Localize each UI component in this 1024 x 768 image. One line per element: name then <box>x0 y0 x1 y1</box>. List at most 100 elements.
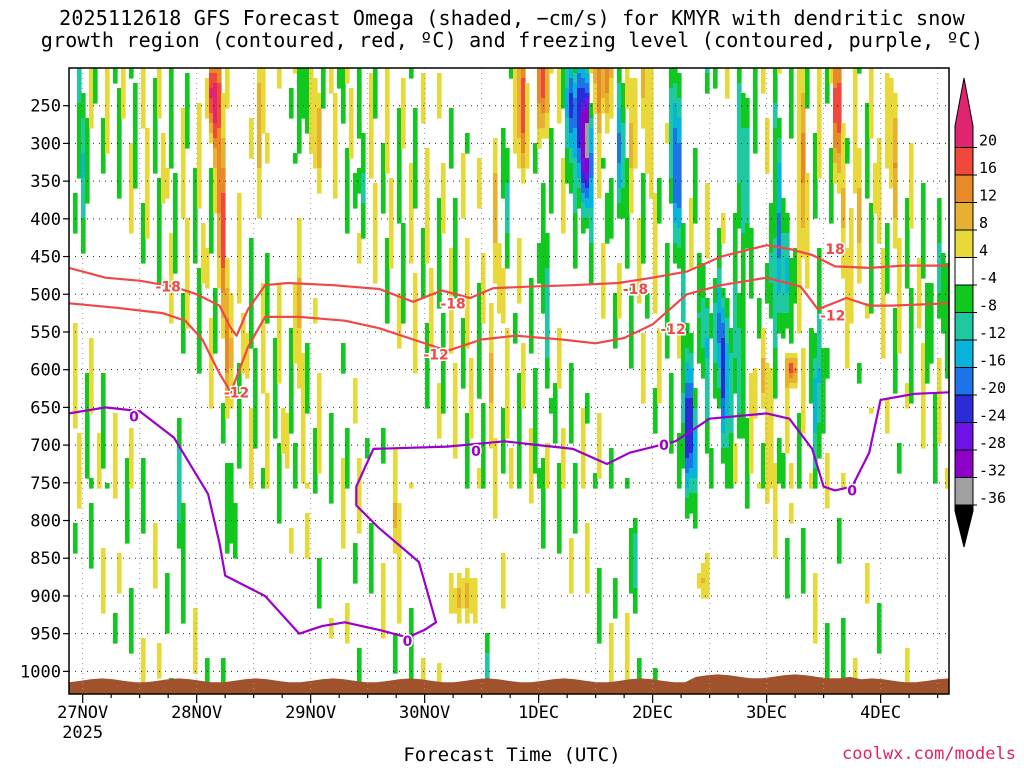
omega-cell-3560 <box>569 553 574 559</box>
omega-cell-3700 <box>585 73 590 79</box>
omega-cell-1355 <box>261 98 266 104</box>
omega-cell-3075 <box>513 328 518 334</box>
omega-cell-1363 <box>261 288 266 294</box>
omega-cell-3216 <box>529 498 534 504</box>
omega-cell-1478 <box>277 478 282 484</box>
omega-cell-2909 <box>493 228 498 234</box>
omega-cell-421 <box>141 113 146 119</box>
omega-cell-3376 <box>545 448 550 454</box>
omega-cell-286 <box>113 628 118 634</box>
omega-cell-1126 <box>225 488 230 494</box>
omega-cell-3124 <box>517 438 522 444</box>
omega-cell-4020 <box>621 158 626 164</box>
omega-cell-4693 <box>693 483 698 489</box>
omega-cell-3326 <box>541 528 546 534</box>
omega-cell-4327 <box>653 673 658 679</box>
omega-cell-1543 <box>293 288 298 294</box>
omega-cell-3389 <box>549 148 554 154</box>
omega-cell-2732 <box>465 458 470 464</box>
omega-cell-1324 <box>257 93 262 99</box>
omega-cell-2624 <box>453 268 458 274</box>
omega-cell-3015 <box>505 228 510 234</box>
omega-cell-2557 <box>441 353 446 359</box>
omega-cell-1570 <box>297 83 302 89</box>
omega-cell-4304 <box>653 248 658 254</box>
omega-cell-1466 <box>277 358 282 364</box>
omega-cell-3889 <box>605 113 610 119</box>
omega-cell-2923 <box>493 453 498 459</box>
omega-cell-4847 <box>713 343 718 349</box>
omega-cell-4515 <box>677 458 682 464</box>
omega-cell-4167 <box>633 588 638 594</box>
omega-cell-1535 <box>289 533 294 539</box>
omega-cell-3971 <box>617 103 622 109</box>
omega-cell-3810 <box>597 118 602 124</box>
omega-cell-2458 <box>425 353 430 359</box>
omega-cell-2592 <box>449 303 454 309</box>
omega-cell-1127 <box>225 493 230 499</box>
omega-cell-4236 <box>641 378 646 384</box>
omega-cell-3152 <box>521 158 526 164</box>
omega-cell-3037 <box>505 398 510 404</box>
omega-cell-4877 <box>717 323 722 329</box>
omega-cell-4610 <box>689 203 694 209</box>
omega-cell-4890 <box>717 388 722 394</box>
omega-cell-3995 <box>617 268 622 274</box>
omega-cell-2174 <box>385 293 390 299</box>
omega-cell-3701 <box>585 78 590 84</box>
omega-cell-2232 <box>397 128 402 134</box>
omega-cell-2602 <box>449 573 454 579</box>
omega-cell-441 <box>141 483 146 489</box>
omega-cell-3162 <box>521 368 526 374</box>
omega-cell-2470 <box>429 273 434 279</box>
omega-cell-255 <box>105 118 110 124</box>
omega-cell-3010 <box>505 203 510 209</box>
omega-cell-3268 <box>537 468 542 474</box>
omega-cell-450 <box>141 528 146 534</box>
omega-cell-4674 <box>693 388 698 394</box>
omega-cell-1152 <box>229 358 234 364</box>
omega-cell-4462 <box>673 248 678 254</box>
omega-cell-4043 <box>625 173 630 179</box>
omega-cell-3771 <box>589 198 594 204</box>
omega-cell-4685 <box>693 443 698 449</box>
omega-cell-189 <box>93 93 98 99</box>
omega-cell-2942 <box>497 273 502 279</box>
omega-cell-1584 <box>297 218 302 224</box>
omega-cell-744 <box>185 128 190 134</box>
omega-cell-1953 <box>353 393 358 399</box>
omega-cell-2982 <box>501 443 506 449</box>
omega-cell-1656 <box>305 78 310 84</box>
omega-cell-585 <box>165 623 170 629</box>
omega-cell-3990 <box>617 198 622 204</box>
omega-cell-1200 <box>237 248 242 254</box>
omega-cell-4411 <box>669 378 674 384</box>
omega-cell-1503 <box>285 448 290 454</box>
omega-cell-4738 <box>701 318 706 324</box>
omega-cell-3340 <box>545 118 550 124</box>
omega-cell-2026 <box>361 183 366 189</box>
omega-cell-1822 <box>329 488 334 494</box>
omega-cell-3775 <box>589 218 594 224</box>
omega-cell-2759 <box>469 408 474 414</box>
omega-cell-1938 <box>349 133 354 139</box>
omega-cell-910 <box>209 243 214 249</box>
omega-cell-194 <box>97 448 102 454</box>
omega-cell-2869 <box>489 338 494 344</box>
omega-cell-892 <box>209 128 214 134</box>
omega-cell-764 <box>185 298 190 304</box>
omega-cell-4493 <box>677 213 682 219</box>
omega-cell-2952 <box>501 138 506 144</box>
omega-cell-3393 <box>549 168 554 174</box>
omega-cell-2362 <box>413 133 418 139</box>
omega-cell-648 <box>173 268 178 274</box>
omega-cell-1804 <box>329 78 334 84</box>
omega-cell-992 <box>217 168 222 174</box>
omega-cell-2870 <box>489 343 494 349</box>
omega-cell-1491 <box>281 428 286 434</box>
omega-cell-2657 <box>457 588 462 594</box>
omega-cell-1581 <box>297 138 302 144</box>
omega-cell-1310 <box>253 403 258 409</box>
omega-cell-2238 <box>397 158 402 164</box>
omega-cell-4267 <box>649 68 654 74</box>
